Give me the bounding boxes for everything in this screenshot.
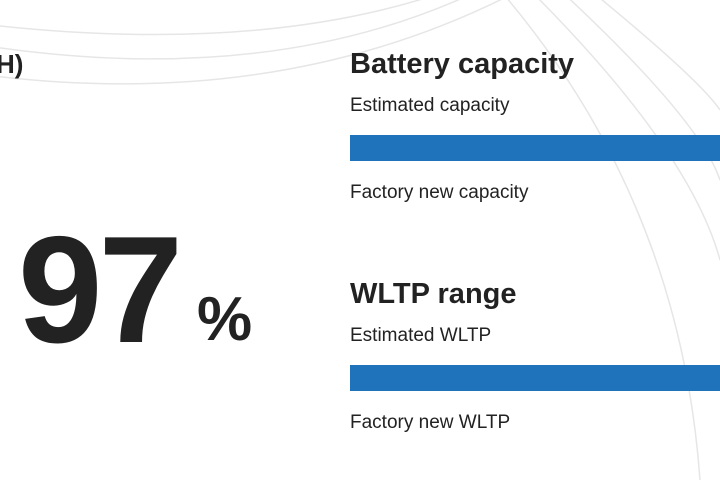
wltp-bar xyxy=(350,365,720,391)
capacity-bar xyxy=(350,135,720,161)
section-title: WLTP range xyxy=(350,278,517,310)
big-value: 97 xyxy=(18,205,179,375)
section-title: Battery capacity xyxy=(350,48,574,80)
unit: % xyxy=(197,285,252,354)
heading-fragment: H) xyxy=(0,49,23,79)
label: Factory new WLTP xyxy=(350,412,510,433)
label: Estimated WLTP xyxy=(350,325,491,346)
label: Estimated capacity xyxy=(350,95,510,116)
label: Factory new capacity xyxy=(350,182,529,203)
